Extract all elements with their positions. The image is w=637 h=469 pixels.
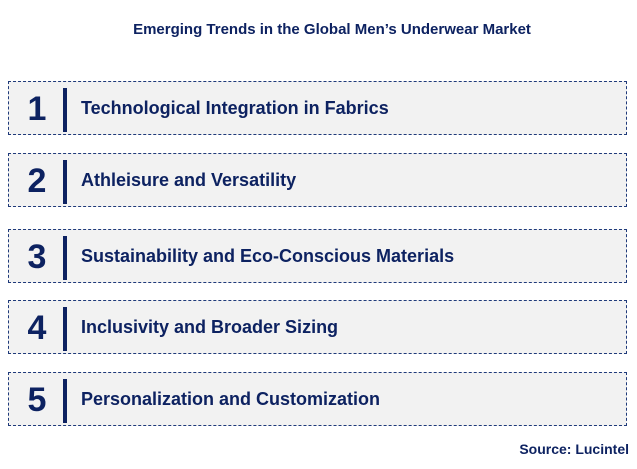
trend-label: Technological Integration in Fabrics [81, 98, 389, 118]
trend-item-1: 1 Technological Integration in Fabrics [8, 81, 627, 135]
trend-number: 4 [27, 309, 47, 347]
trend-label: Sustainability and Eco-Conscious Materia… [81, 246, 455, 266]
trend-number: 3 [27, 238, 47, 276]
divider [63, 236, 67, 280]
divider [63, 307, 67, 351]
source-credit: Source: Lucintel [519, 441, 629, 457]
divider [63, 160, 67, 204]
trend-label: Athleisure and Versatility [81, 170, 297, 190]
trend-item-5: 5 Personalization and Customization [8, 372, 627, 426]
divider [63, 88, 67, 132]
divider [63, 379, 67, 423]
diagram-title: Emerging Trends in the Global Men’s Unde… [133, 21, 531, 38]
trend-item-3: 3 Sustainability and Eco-Conscious Mater… [8, 229, 627, 283]
trend-label: Personalization and Customization [81, 389, 381, 409]
trend-number: 1 [27, 90, 47, 128]
trend-number: 5 [27, 381, 47, 419]
trend-item-2: 2 Athleisure and Versatility [8, 153, 627, 207]
trend-number: 2 [27, 162, 47, 200]
trend-label: Inclusivity and Broader Sizing [81, 317, 339, 337]
trend-item-4: 4 Inclusivity and Broader Sizing [8, 300, 627, 354]
